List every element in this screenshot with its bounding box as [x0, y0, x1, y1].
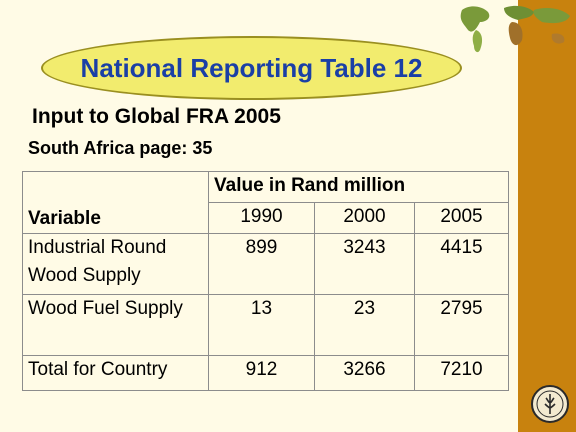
table-header-row: Variable Value in Rand million	[22, 171, 509, 234]
table-row: Wood Fuel Supply 13 23 2795	[22, 294, 509, 356]
page-reference: South Africa page: 35	[28, 138, 213, 158]
table-row: Industrial Round Wood Supply 899 3243 44…	[22, 233, 509, 295]
row-value: 3266	[314, 355, 415, 391]
year-header: 2000	[314, 202, 415, 234]
row-variable: Industrial Round Wood Supply	[22, 233, 209, 295]
data-table: Variable Value in Rand million 1990 2000…	[22, 171, 509, 391]
slide-title: National Reporting Table 12	[80, 52, 423, 83]
world-map-decoration	[460, 5, 570, 53]
year-header: 2005	[414, 202, 509, 234]
row-value: 3243	[314, 233, 415, 295]
row-value: 7210	[414, 355, 509, 391]
variable-header: Variable	[22, 171, 209, 234]
row-variable: Total for Country	[22, 355, 209, 391]
row-variable: Wood Fuel Supply	[22, 294, 209, 356]
row-value: 2795	[414, 294, 509, 356]
right-sidebar-band	[518, 0, 576, 432]
row-value: 4415	[414, 233, 509, 295]
row-value: 23	[314, 294, 415, 356]
row-value: 899	[208, 233, 315, 295]
table-row: Total for Country 912 3266 7210	[22, 355, 509, 391]
year-header: 1990	[208, 202, 315, 234]
title-banner: National Reporting Table 12	[41, 36, 462, 100]
row-value: 912	[208, 355, 315, 391]
table-year-row: 1990 2000 2005	[23, 202, 509, 234]
slide-subtitle: Input to Global FRA 2005	[32, 105, 281, 128]
value-group-header: Value in Rand million	[208, 171, 509, 203]
row-value: 13	[208, 294, 315, 356]
fao-logo-icon	[531, 385, 569, 423]
